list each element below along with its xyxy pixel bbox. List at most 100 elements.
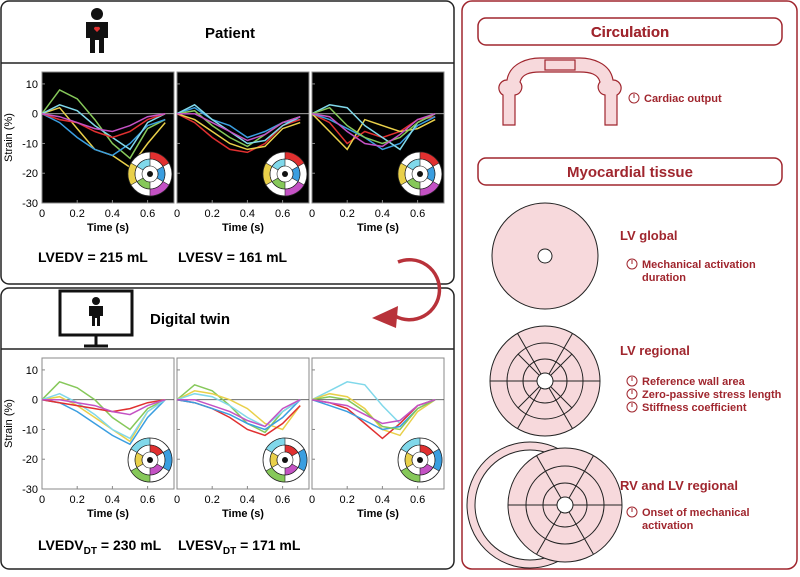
x-tick-label: 0 <box>174 494 180 506</box>
circulation-title: Circulation <box>591 24 669 41</box>
bullseye-ring <box>276 165 294 183</box>
section-box <box>477 17 783 46</box>
parameter: Reference wall area <box>642 376 746 388</box>
parameter: activation <box>642 520 694 532</box>
parameter: duration <box>642 272 686 284</box>
section-title: LV regional <box>620 343 690 358</box>
twin-icon <box>58 289 134 348</box>
strain-curve <box>176 398 301 431</box>
strain-curve <box>176 112 301 151</box>
x-tick-label: 0.4 <box>375 208 390 220</box>
strain-curve <box>41 113 166 157</box>
strain-curve <box>41 103 166 151</box>
strain-curve <box>311 104 436 151</box>
y-tick-label: -10 <box>22 424 38 436</box>
x-tick-label: 0 <box>39 494 45 506</box>
bullseye-ring <box>276 451 294 469</box>
y-tick-label: -10 <box>22 138 38 150</box>
bullseye-ring <box>134 158 166 190</box>
y-tick-label: 0 <box>32 395 38 407</box>
value: = 230 mL <box>97 537 162 553</box>
patient-title: Patient <box>205 25 255 42</box>
bullseye-core <box>147 457 153 463</box>
bullseye-core <box>282 171 288 177</box>
bullseye-core <box>147 171 153 177</box>
strain-curve <box>41 398 166 446</box>
x-axis-label: Time (s) <box>222 222 264 234</box>
x-tick-label: 0.6 <box>275 494 290 506</box>
bullseye-ring <box>141 165 159 183</box>
bullseye-ring <box>269 158 301 190</box>
strain-curve <box>41 398 166 413</box>
y-tick-label: 0 <box>32 109 38 121</box>
cycle-arrow <box>372 258 442 328</box>
y-tick-label: -30 <box>22 484 38 496</box>
y-tick-label: -20 <box>22 168 38 180</box>
twin-title: Digital twin <box>150 311 230 328</box>
strain-curve <box>176 103 301 145</box>
x-tick-label: 0.6 <box>410 208 425 220</box>
strain-curve <box>41 112 166 133</box>
x-axis-label: Time (s) <box>357 222 399 234</box>
parameter: Onset of mechanical <box>642 507 750 519</box>
y-axis-label: Strain (%) <box>3 113 15 162</box>
x-tick-label: 0 <box>309 208 315 220</box>
bullseye-ring <box>404 444 436 476</box>
bullseye-ring <box>411 165 429 183</box>
section-title: LV global <box>620 228 678 243</box>
strain-curve <box>177 112 301 142</box>
circulation-title: Circulation <box>591 24 669 41</box>
x-tick-label: 0.4 <box>105 494 120 506</box>
x-axis-label: Time (s) <box>222 508 264 520</box>
y-tick-label: 10 <box>26 365 38 377</box>
x-tick-label: 0.6 <box>140 208 155 220</box>
twin-box <box>0 287 455 570</box>
x-tick-label: 0.2 <box>70 494 85 506</box>
strain-curve <box>311 112 436 151</box>
lv-global-icon <box>491 202 599 310</box>
strain-curve <box>42 398 166 416</box>
x-tick-label: 0.2 <box>340 208 355 220</box>
right-box <box>461 0 798 570</box>
x-tick-label: 0.2 <box>205 494 220 506</box>
patient-icon <box>86 8 108 53</box>
label: LVESV <box>178 537 224 553</box>
lvesv: LVESV = 161 mL <box>178 249 288 265</box>
x-axis-label: Time (s) <box>357 508 399 520</box>
parameter: Zero-passive stress length <box>642 389 782 401</box>
bullseye-ring <box>411 451 429 469</box>
section-box <box>477 157 783 186</box>
lvedv: LVEDV = 215 mL <box>38 249 148 265</box>
y-tick-label: -20 <box>22 454 38 466</box>
bullseye-ring <box>269 444 301 476</box>
x-tick-label: 0 <box>39 208 45 220</box>
x-tick-label: 0.6 <box>275 208 290 220</box>
strain-curve <box>41 112 166 139</box>
bullseye-ring <box>404 158 436 190</box>
parameter: Stiffness coefficient <box>642 402 747 414</box>
y-axis-label: Strain (%) <box>3 399 15 448</box>
lvedv-dt: LVEDVDT = 230 mL <box>38 537 162 557</box>
tissue-title: Myocardial tissue <box>567 164 693 181</box>
lvesv-dt: LVESVDT = 171 mL <box>178 537 301 557</box>
x-axis-label: Time (s) <box>87 508 129 520</box>
strain-curve <box>176 390 301 431</box>
x-tick-label: 0.6 <box>140 494 155 506</box>
x-tick-label: 0 <box>309 494 315 506</box>
parameter: Mechanical activation <box>642 259 756 271</box>
x-tick-label: 0.4 <box>240 494 255 506</box>
x-tick-label: 0.2 <box>205 208 220 220</box>
strain-curve <box>177 398 301 428</box>
subscript: DT <box>84 546 97 557</box>
strain-curve <box>176 383 301 434</box>
y-tick-label: 10 <box>26 79 38 91</box>
circulation-icon <box>498 57 622 126</box>
bullseye-core <box>282 457 288 463</box>
bullseye-ring <box>141 451 159 469</box>
bullseye-ring <box>134 444 166 476</box>
x-tick-label: 0.2 <box>70 208 85 220</box>
parameter: Cardiac output <box>644 93 722 105</box>
label: LVEDV <box>38 537 84 553</box>
x-tick-label: 0.4 <box>375 494 390 506</box>
